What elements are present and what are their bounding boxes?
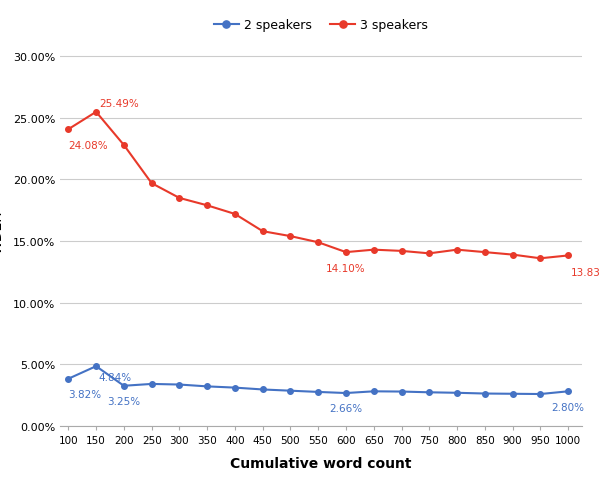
2 speakers	[232, 385, 239, 391]
Line: 3 speakers: 3 speakers	[65, 110, 571, 261]
2 speakers	[287, 388, 294, 394]
2 speakers	[343, 390, 350, 396]
3 speakers	[314, 240, 322, 246]
2 speakers	[425, 390, 433, 395]
3 speakers	[343, 250, 350, 256]
3 speakers	[454, 247, 461, 253]
2 speakers	[176, 382, 183, 388]
2 speakers	[65, 376, 72, 382]
2 speakers	[148, 381, 155, 387]
2 speakers	[398, 389, 405, 394]
Text: 13.83%: 13.83%	[571, 267, 600, 277]
3 speakers	[259, 229, 266, 235]
2 speakers	[537, 391, 544, 397]
3 speakers	[565, 253, 572, 259]
Text: 3.25%: 3.25%	[107, 396, 140, 407]
Text: 14.10%: 14.10%	[326, 264, 366, 273]
3 speakers	[92, 110, 100, 116]
2 speakers	[509, 391, 516, 397]
Text: 2.66%: 2.66%	[329, 403, 362, 413]
Text: 2.80%: 2.80%	[551, 402, 584, 412]
3 speakers	[398, 248, 405, 254]
2 speakers	[454, 390, 461, 396]
Text: 25.49%: 25.49%	[99, 99, 139, 109]
3 speakers	[481, 250, 488, 256]
3 speakers	[537, 256, 544, 262]
2 speakers	[92, 363, 100, 369]
3 speakers	[287, 234, 294, 240]
2 speakers	[370, 389, 377, 394]
2 speakers	[203, 384, 211, 390]
Y-axis label: WDER: WDER	[0, 211, 4, 254]
3 speakers	[509, 252, 516, 258]
2 speakers	[259, 387, 266, 393]
X-axis label: Cumulative word count: Cumulative word count	[230, 456, 412, 470]
3 speakers	[232, 212, 239, 217]
Text: 4.84%: 4.84%	[99, 372, 132, 382]
3 speakers	[176, 196, 183, 201]
3 speakers	[148, 181, 155, 187]
Text: 24.08%: 24.08%	[68, 141, 108, 151]
Line: 2 speakers: 2 speakers	[65, 363, 571, 397]
3 speakers	[120, 143, 127, 149]
Legend: 2 speakers, 3 speakers: 2 speakers, 3 speakers	[209, 14, 433, 37]
2 speakers	[565, 389, 572, 394]
3 speakers	[425, 251, 433, 257]
2 speakers	[120, 383, 127, 389]
2 speakers	[481, 391, 488, 396]
3 speakers	[370, 247, 377, 253]
2 speakers	[314, 389, 322, 395]
Text: 3.82%: 3.82%	[68, 390, 101, 400]
3 speakers	[203, 203, 211, 209]
3 speakers	[65, 127, 72, 133]
